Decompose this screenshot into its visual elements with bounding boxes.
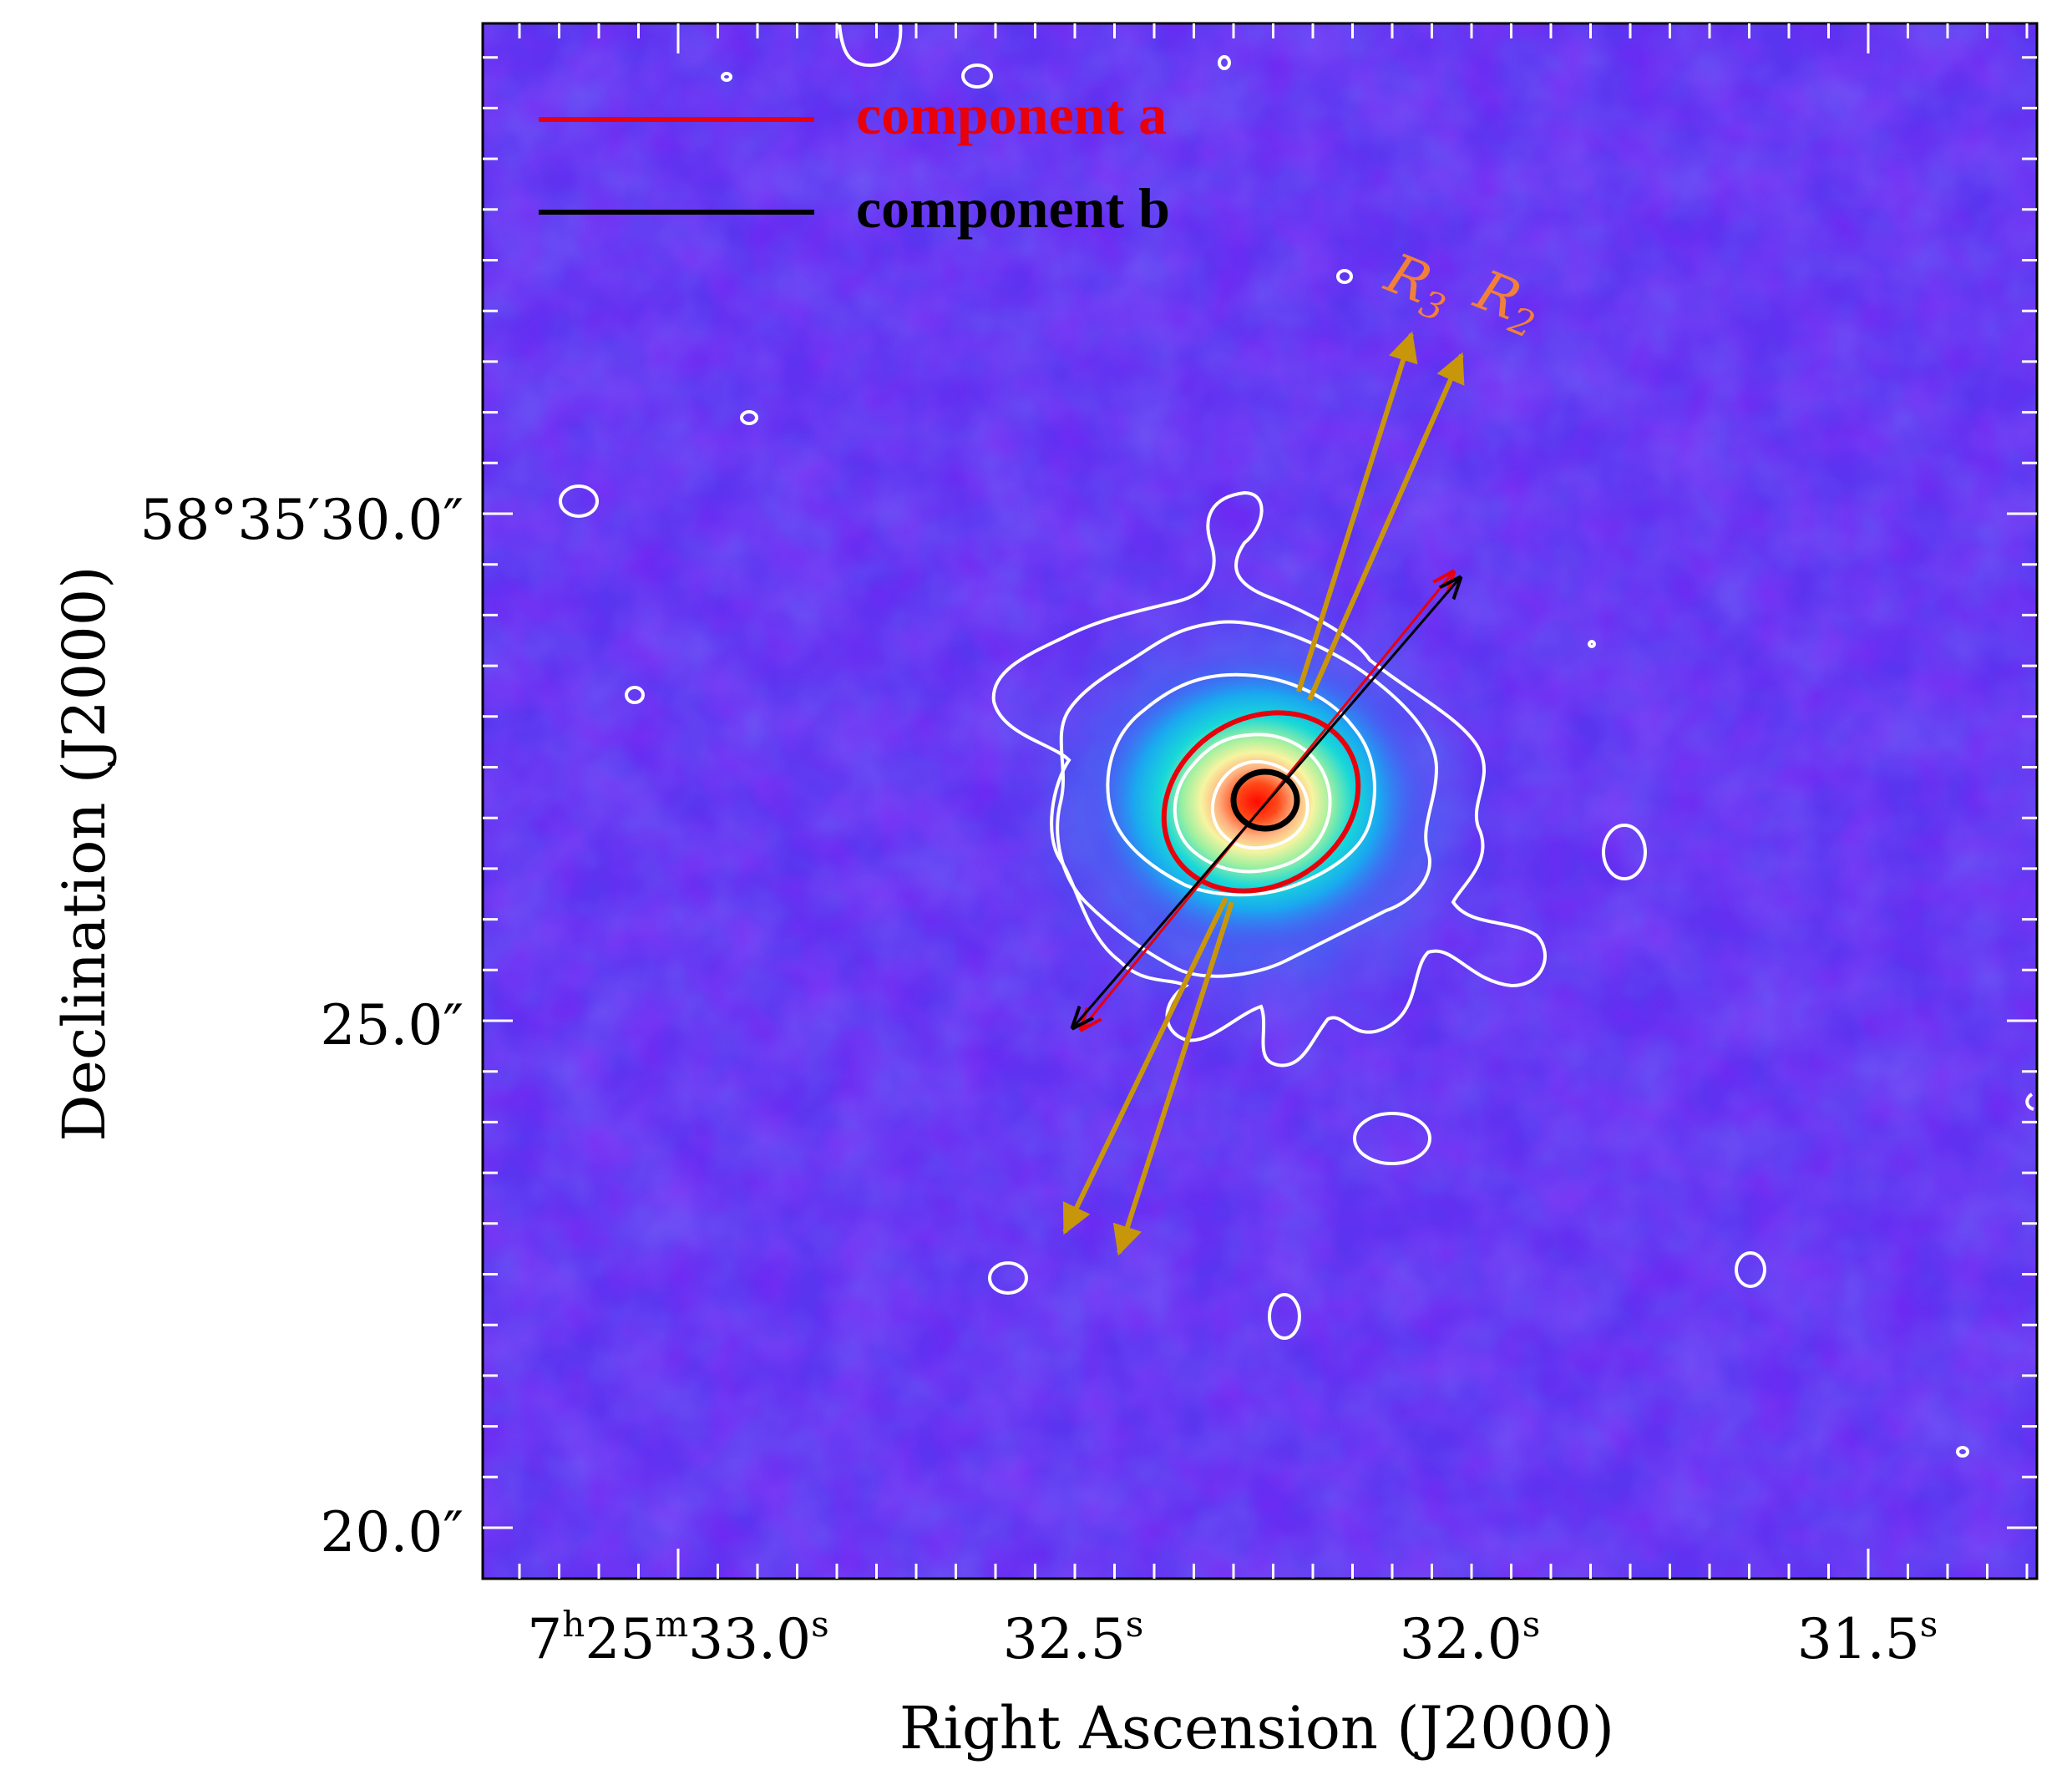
y-tick-label-30: 58°35′30.0″ bbox=[139, 488, 464, 552]
axis-ticks bbox=[483, 23, 2037, 1579]
x-axis-label: Right Ascension (J2000) bbox=[899, 1694, 1614, 1762]
r3-label: R3 bbox=[1374, 241, 1461, 330]
x-tick-label-32-5: 32.5s bbox=[1003, 1604, 1144, 1671]
y-axis-label: Declination (J2000) bbox=[50, 565, 119, 1141]
x-tick-label-32-0: 32.0s bbox=[1400, 1604, 1541, 1671]
source-emission bbox=[1082, 647, 1432, 956]
legend-label-component-a: component a bbox=[856, 83, 1167, 146]
legend-label-component-b: component b bbox=[856, 176, 1170, 240]
y-tick-label-20: 20.0″ bbox=[320, 1500, 464, 1564]
x-tick-label-33: 7h25m33.0s bbox=[527, 1604, 828, 1671]
image-map bbox=[483, 23, 2037, 1579]
plot-frame bbox=[481, 22, 2039, 1580]
svg-text:R3: R3 bbox=[1374, 241, 1461, 330]
y-tick-label-25: 25.0″ bbox=[320, 993, 464, 1057]
x-tick-label-31-5: 31.5s bbox=[1797, 1604, 1938, 1671]
component-b-axis-arrow bbox=[1073, 578, 1460, 1027]
legend: component a component b bbox=[539, 83, 1170, 240]
